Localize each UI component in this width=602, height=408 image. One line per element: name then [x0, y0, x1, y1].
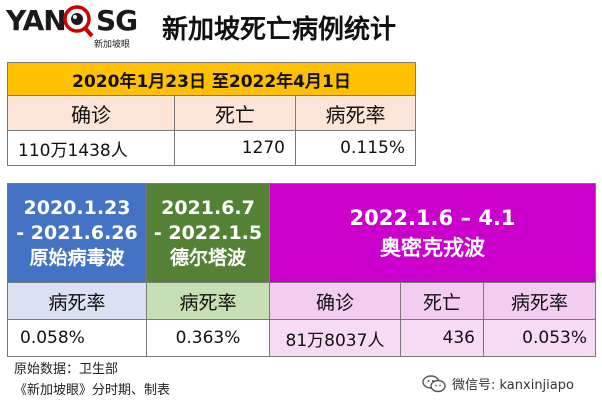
phase-delta-name: 德尔塔波 [169, 246, 246, 269]
magnifier-eye-icon [63, 5, 94, 38]
logo-text-sg: SG [96, 4, 138, 37]
logo: YAN SG 新加坡眼 [6, 4, 156, 50]
wechat-icon [422, 374, 446, 392]
phase-delta-header: 2021.6.7 - 2022.1.5 德尔塔波 [146, 183, 270, 283]
phase-omicron-deaths-value: 436 [400, 319, 484, 357]
phase-table: 2020.1.23 - 2021.6.26 原始病毒波 2021.6.7 - 2… [7, 183, 596, 357]
overall-header-cases: 确诊 [7, 95, 175, 131]
source-line-1: 原始数据：卫生部 [14, 362, 119, 377]
phase-delta-period-start: 2021.6.7 [161, 196, 255, 219]
phase-original-period-start: 2020.1.23 [23, 196, 131, 219]
wechat-watermark: 微信号: kanxinjiapo [422, 374, 574, 393]
phase-omicron-deaths-header: 死亡 [400, 282, 484, 320]
phase-omicron-rate-value: 0.053% [483, 319, 596, 357]
phase-omicron-cases-header: 确诊 [269, 282, 401, 320]
logo-text-yan: YAN [6, 4, 67, 37]
phase-original-period-end: - 2021.6.26 [16, 221, 138, 244]
phase-original-rate-header: 病死率 [7, 282, 147, 320]
overall-value-rate: 0.115% [295, 130, 416, 166]
overall-table: 2020年1月23日 至2022年4月1日 确诊 死亡 病死率 110万1438… [7, 62, 416, 166]
phase-omicron-period: 2022.1.6 – 4.1 [349, 206, 516, 230]
phase-original-rate-value: 0.058% [7, 319, 147, 357]
phase-omicron-cases-value: 81万8037人 [269, 319, 401, 357]
logo-subtitle: 新加坡眼 [94, 40, 131, 50]
overall-value-cases: 110万1438人 [7, 130, 175, 166]
wechat-id: 微信号: kanxinjiapo [452, 378, 574, 393]
phase-delta-period-end: - 2022.1.5 [153, 221, 263, 244]
page-title: 新加坡死亡病例统计 [162, 15, 397, 45]
phase-delta-rate-value: 0.363% [146, 319, 270, 357]
source-line-2: 《新加坡眼》分时期、制表 [14, 383, 171, 398]
overall-value-deaths: 1270 [174, 130, 296, 166]
phase-original-name: 原始病毒波 [29, 246, 125, 269]
phase-omicron-header: 2022.1.6 – 4.1 奥密克戎波 [269, 183, 596, 283]
overall-period: 2020年1月23日 至2022年4月1日 [7, 62, 416, 96]
phase-omicron-name: 奥密克戎波 [380, 236, 485, 260]
phase-original-header: 2020.1.23 - 2021.6.26 原始病毒波 [7, 183, 147, 283]
overall-header-rate: 病死率 [295, 95, 416, 131]
phase-delta-rate-header: 病死率 [146, 282, 270, 320]
phase-omicron-rate-header: 病死率 [483, 282, 596, 320]
overall-header-deaths: 死亡 [174, 95, 296, 131]
